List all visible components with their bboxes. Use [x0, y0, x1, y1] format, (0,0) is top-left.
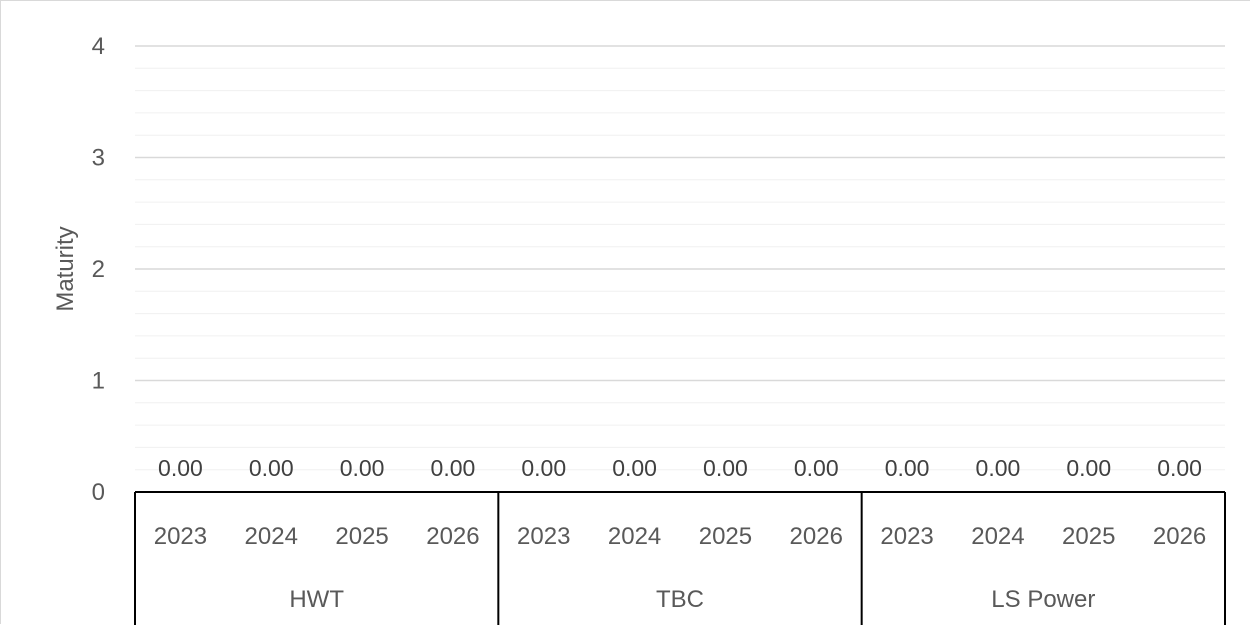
x-group-label: TBC — [656, 586, 704, 613]
y-tick-label: 0 — [92, 479, 105, 506]
x-category-label: 2023 — [517, 523, 570, 550]
x-category-label: 2024 — [245, 523, 298, 550]
y-tick-label: 3 — [92, 145, 105, 172]
data-label: 0.00 — [703, 455, 748, 481]
x-category-label: 2023 — [154, 523, 207, 550]
x-category-label: 2026 — [426, 523, 479, 550]
x-category-label: 2024 — [971, 523, 1024, 550]
data-label: 0.00 — [249, 455, 294, 481]
x-category-label: 2025 — [335, 523, 388, 550]
data-label: 0.00 — [885, 455, 930, 481]
data-label: 0.00 — [431, 455, 476, 481]
x-category-label: 2025 — [1062, 523, 1115, 550]
data-label: 0.00 — [158, 455, 203, 481]
y-axis-ticks: 0 1 2 3 4 — [92, 33, 105, 506]
x-category-label: 2023 — [880, 523, 933, 550]
y-axis-title: Maturity — [52, 226, 79, 311]
data-label: 0.00 — [612, 455, 657, 481]
x-category-label: 2026 — [790, 523, 843, 550]
x-axis: 2023 2024 2025 2026 HWT 2023 2024 2025 2026 TBC 20… — [134, 491, 1226, 625]
data-label: 0.00 — [794, 455, 839, 481]
x-group-label: LS Power — [991, 586, 1095, 613]
x-group-label: HWT — [289, 586, 344, 613]
y-tick-label: 4 — [92, 33, 105, 60]
y-tick-label: 1 — [92, 368, 105, 395]
data-label: 0.00 — [521, 455, 566, 481]
x-category-label: 2025 — [699, 523, 752, 550]
x-category-label: 2024 — [608, 523, 661, 550]
data-label: 0.00 — [1157, 455, 1202, 481]
y-tick-label: 2 — [92, 256, 105, 283]
data-label: 0.00 — [1066, 455, 1111, 481]
x-category-label: 2026 — [1153, 523, 1206, 550]
gridlines — [135, 45, 1225, 471]
data-label: 0.00 — [976, 455, 1021, 481]
data-label: 0.00 — [340, 455, 385, 481]
data-labels: 0.00 0.00 0.00 0.00 0.00 0.00 0.00 0.00 0.00 0.00… — [158, 455, 1202, 481]
